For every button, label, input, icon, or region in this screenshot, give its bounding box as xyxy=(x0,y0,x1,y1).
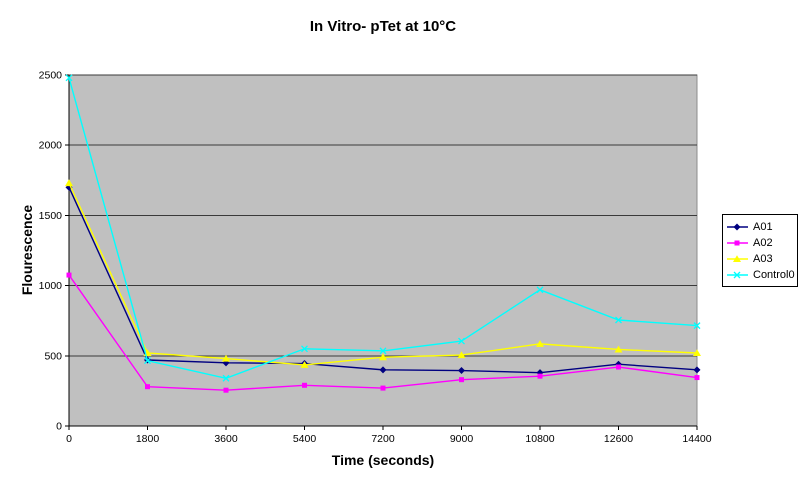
legend-item-a02[interactable]: A02 xyxy=(726,235,794,251)
svg-text:2500: 2500 xyxy=(39,70,63,82)
legend-label-a02: A02 xyxy=(753,237,773,249)
svg-text:0: 0 xyxy=(56,421,62,433)
svg-text:5400: 5400 xyxy=(293,433,317,445)
svg-text:1000: 1000 xyxy=(39,280,63,292)
svg-text:2000: 2000 xyxy=(39,140,63,152)
series-Control0 xyxy=(65,74,701,382)
a03-line-marker-icon xyxy=(727,255,748,262)
svg-text:0: 0 xyxy=(66,433,72,445)
svg-text:500: 500 xyxy=(44,350,62,362)
a01-line-marker-icon xyxy=(727,223,748,231)
legend-item-control0[interactable]: Control0 xyxy=(726,267,795,283)
x-tick-labels: 0 1800 3600 5400 7200 9000 10800 12600 14400 xyxy=(66,433,712,445)
svg-text:10800: 10800 xyxy=(525,433,554,445)
series-A03 xyxy=(65,179,701,368)
x-axis-title: Time (seconds) xyxy=(331,452,435,468)
chart-title: In Vitro- pTet at 10°C xyxy=(309,18,457,35)
legend-item-a03[interactable]: A03 xyxy=(726,251,794,267)
plot-background xyxy=(68,74,698,427)
svg-text:12600: 12600 xyxy=(604,433,633,445)
legend-label-a01: A01 xyxy=(753,221,773,233)
svg-text:14400: 14400 xyxy=(682,433,711,445)
svg-text:1800: 1800 xyxy=(136,433,160,445)
axes xyxy=(65,74,698,430)
legend-label-control0: Control0 xyxy=(753,269,795,281)
series-A02 xyxy=(66,272,700,393)
legend: A01 A02 A03 Control0 xyxy=(722,214,798,287)
y-tick-labels: 0 500 1000 1500 2000 2500 xyxy=(39,70,63,433)
a02-line-marker-icon xyxy=(727,240,748,246)
svg-text:9000: 9000 xyxy=(450,433,474,445)
control0-line-marker-icon xyxy=(727,271,748,279)
legend-label-a03: A03 xyxy=(753,253,773,265)
legend-item-a01[interactable]: A01 xyxy=(726,219,794,235)
svg-text:3600: 3600 xyxy=(214,433,238,445)
svg-text:7200: 7200 xyxy=(371,433,395,445)
svg-text:1500: 1500 xyxy=(39,210,63,222)
